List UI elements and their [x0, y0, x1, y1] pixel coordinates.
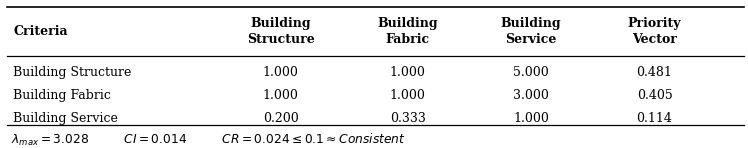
- Text: 1.000: 1.000: [263, 89, 298, 102]
- Text: 1.000: 1.000: [390, 89, 426, 102]
- Text: 0.114: 0.114: [637, 112, 672, 125]
- Text: 5.000: 5.000: [513, 66, 549, 79]
- Text: 1.000: 1.000: [513, 112, 549, 125]
- Text: Building Structure: Building Structure: [13, 66, 132, 79]
- Text: 0.200: 0.200: [263, 112, 298, 125]
- Text: Priority
Vector: Priority Vector: [628, 17, 681, 46]
- Text: Building
Structure: Building Structure: [247, 17, 314, 46]
- Text: 0.481: 0.481: [637, 66, 672, 79]
- Text: 0.405: 0.405: [637, 89, 672, 102]
- Text: Building Fabric: Building Fabric: [13, 89, 111, 102]
- Text: 1.000: 1.000: [390, 66, 426, 79]
- Text: Criteria: Criteria: [13, 25, 68, 38]
- Text: Building Service: Building Service: [13, 112, 118, 125]
- Text: 0.333: 0.333: [390, 112, 426, 125]
- Text: Building
Service: Building Service: [500, 17, 562, 46]
- Text: Building
Fabric: Building Fabric: [377, 17, 438, 46]
- Text: 1.000: 1.000: [263, 66, 298, 79]
- Text: $\lambda_{max} = 3.028$$\quad\quad\quad CI = 0.014$$\quad\quad\quad CR = 0.024 \: $\lambda_{max} = 3.028$$\quad\quad\quad …: [11, 132, 406, 148]
- Text: 3.000: 3.000: [513, 89, 549, 102]
